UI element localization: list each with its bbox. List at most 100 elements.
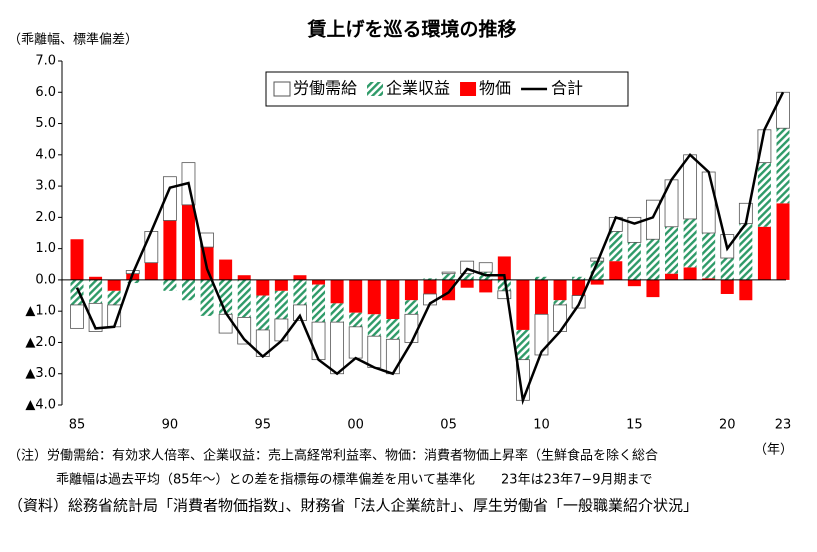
bar bbox=[70, 279, 84, 305]
bar bbox=[776, 91, 790, 129]
bar bbox=[386, 319, 400, 340]
bar bbox=[590, 261, 604, 280]
bar bbox=[683, 267, 697, 280]
bar bbox=[181, 279, 195, 301]
y-tick-label: 5.0 bbox=[35, 116, 56, 131]
y-tick-label: 2.0 bbox=[35, 210, 56, 225]
bar bbox=[627, 279, 641, 287]
y-tick-label: 6.0 bbox=[35, 85, 56, 100]
bar bbox=[367, 279, 381, 315]
bar bbox=[460, 273, 474, 280]
bar bbox=[330, 303, 344, 323]
x-tick-label: 23 bbox=[775, 418, 792, 433]
y-tick-label: ▲2.0 bbox=[25, 335, 56, 350]
bar bbox=[683, 218, 697, 268]
bar bbox=[237, 279, 251, 318]
bar bbox=[553, 300, 567, 305]
x-tick-label: 95 bbox=[255, 418, 272, 433]
bar bbox=[442, 279, 456, 301]
bar bbox=[479, 279, 493, 293]
bar bbox=[572, 276, 586, 280]
bar bbox=[497, 290, 512, 300]
bar bbox=[553, 279, 567, 301]
legend-swatch bbox=[367, 82, 384, 96]
bar bbox=[70, 239, 84, 280]
bar bbox=[256, 295, 270, 330]
y-tick-label: ▲3.0 bbox=[25, 366, 56, 381]
legend-label: 労働需給 bbox=[293, 79, 357, 98]
bar bbox=[107, 290, 121, 305]
y-tick-label: ▲4.0 bbox=[25, 398, 56, 413]
bar bbox=[367, 335, 382, 368]
bar bbox=[349, 279, 363, 313]
bar bbox=[720, 258, 734, 280]
bar bbox=[404, 313, 419, 343]
bar bbox=[646, 279, 660, 298]
bar bbox=[701, 171, 716, 234]
bar bbox=[702, 233, 716, 279]
bar bbox=[237, 275, 251, 280]
bar bbox=[385, 338, 400, 375]
bar bbox=[89, 276, 103, 280]
bar bbox=[330, 321, 345, 375]
bar bbox=[293, 304, 307, 321]
x-tick-label: 85 bbox=[69, 418, 86, 433]
bar bbox=[293, 275, 307, 280]
y-tick-label: 3.0 bbox=[35, 179, 56, 194]
bar bbox=[665, 226, 679, 274]
bar bbox=[404, 279, 418, 301]
y-tick-label: 0.0 bbox=[35, 272, 56, 287]
x-tick-label: 15 bbox=[626, 418, 643, 433]
bar bbox=[460, 279, 474, 288]
bar bbox=[627, 242, 641, 280]
bar bbox=[330, 279, 344, 304]
bar bbox=[553, 304, 567, 332]
x-tick-label: 10 bbox=[533, 418, 550, 433]
legend-swatch bbox=[460, 82, 477, 96]
bar bbox=[646, 239, 660, 280]
bar bbox=[423, 279, 437, 294]
bar bbox=[516, 279, 530, 330]
bar bbox=[609, 231, 623, 262]
bar bbox=[404, 300, 418, 315]
bar bbox=[126, 279, 140, 284]
x-unit-label: （年） bbox=[754, 443, 793, 458]
bar bbox=[386, 279, 400, 319]
chart-title: 賃上げを巡る環境の推移 bbox=[306, 18, 516, 41]
bar bbox=[441, 271, 456, 275]
note: （資料）総務省統計局「消費者物価指数」、財務省「法人企業統計」、厚生労働省「一般… bbox=[8, 497, 698, 515]
bar bbox=[219, 259, 233, 280]
legend-box bbox=[265, 71, 629, 107]
legend-label: 企業収益 bbox=[386, 79, 450, 98]
bar bbox=[739, 223, 753, 280]
bar bbox=[776, 128, 790, 204]
y-tick-label: 4.0 bbox=[35, 147, 56, 162]
legend-swatch bbox=[273, 81, 291, 97]
bar bbox=[572, 279, 586, 296]
bar bbox=[776, 203, 790, 280]
bar bbox=[665, 273, 679, 280]
bar bbox=[274, 279, 288, 291]
bar bbox=[219, 279, 233, 315]
legend-label: 物価 bbox=[479, 79, 511, 98]
x-tick-label: 20 bbox=[719, 418, 736, 433]
bar bbox=[88, 302, 103, 332]
bar bbox=[590, 279, 604, 285]
bar bbox=[442, 273, 456, 280]
bar bbox=[534, 279, 548, 315]
bar bbox=[200, 279, 214, 316]
bar bbox=[757, 162, 771, 227]
bar bbox=[702, 278, 716, 280]
bar bbox=[478, 262, 493, 273]
y-axis-label: （乖離幅、標準偏差） bbox=[8, 32, 138, 48]
bar bbox=[609, 261, 623, 280]
y-tick-label: ▲1.0 bbox=[25, 304, 56, 319]
bar bbox=[107, 279, 121, 291]
bar bbox=[312, 284, 326, 323]
bar bbox=[348, 326, 363, 359]
bar bbox=[367, 314, 381, 337]
bar bbox=[683, 154, 698, 220]
bar bbox=[144, 262, 158, 280]
bar bbox=[720, 279, 734, 294]
